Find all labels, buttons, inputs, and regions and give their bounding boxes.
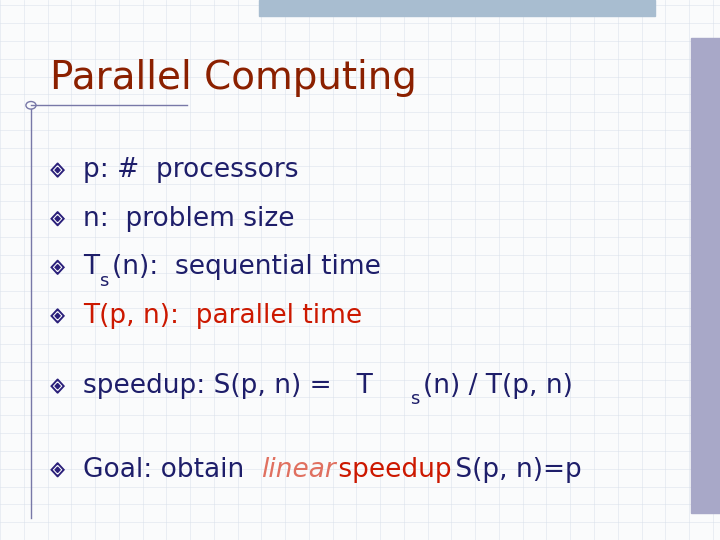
- Polygon shape: [55, 216, 60, 221]
- Polygon shape: [54, 382, 61, 390]
- Polygon shape: [51, 212, 64, 226]
- Polygon shape: [51, 379, 64, 393]
- Polygon shape: [51, 260, 64, 274]
- Polygon shape: [54, 166, 61, 174]
- Text: (n):  sequential time: (n): sequential time: [112, 254, 380, 280]
- Text: (n) / T(p, n): (n) / T(p, n): [423, 373, 572, 399]
- Polygon shape: [54, 312, 61, 320]
- Text: S(p, n)=p: S(p, n)=p: [447, 457, 582, 483]
- Polygon shape: [55, 265, 60, 270]
- Text: T(p, n):  parallel time: T(p, n): parallel time: [83, 303, 362, 329]
- Polygon shape: [51, 463, 64, 477]
- Bar: [691, 38, 720, 513]
- Text: linear: linear: [261, 457, 336, 483]
- Bar: [259, 0, 655, 16]
- Polygon shape: [55, 167, 60, 173]
- Polygon shape: [55, 313, 60, 319]
- Text: Goal: obtain: Goal: obtain: [83, 457, 253, 483]
- Text: speedup: S(p, n) =   T: speedup: S(p, n) = T: [83, 373, 373, 399]
- Text: n:  problem size: n: problem size: [83, 206, 294, 232]
- Polygon shape: [55, 467, 60, 472]
- Polygon shape: [54, 465, 61, 474]
- Text: speedup: speedup: [330, 457, 451, 483]
- Text: T: T: [83, 254, 99, 280]
- Text: Parallel Computing: Parallel Computing: [50, 59, 418, 97]
- Polygon shape: [54, 214, 61, 223]
- Text: p: #  processors: p: # processors: [83, 157, 298, 183]
- Polygon shape: [51, 163, 64, 177]
- Text: s: s: [410, 390, 419, 408]
- Polygon shape: [51, 309, 64, 323]
- Text: s: s: [99, 272, 109, 290]
- Polygon shape: [55, 383, 60, 389]
- Polygon shape: [54, 263, 61, 272]
